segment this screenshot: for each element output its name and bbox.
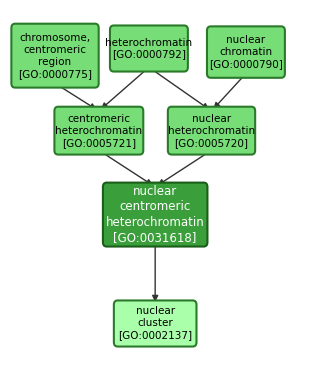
Text: chromosome,
centromeric
region
[GO:0000775]: chromosome, centromeric region [GO:00007… — [18, 33, 92, 78]
Text: nuclear
heterochromatin
[GO:0005720]: nuclear heterochromatin [GO:0005720] — [168, 114, 255, 148]
FancyBboxPatch shape — [110, 25, 188, 71]
FancyBboxPatch shape — [207, 26, 285, 78]
FancyBboxPatch shape — [54, 107, 143, 155]
Text: centromeric
heterochromatin
[GO:0005721]: centromeric heterochromatin [GO:0005721] — [55, 114, 142, 148]
Text: nuclear
chromatin
[GO:0000790]: nuclear chromatin [GO:0000790] — [209, 35, 283, 69]
Text: heterochromatin
[GO:0000792]: heterochromatin [GO:0000792] — [105, 38, 192, 60]
Text: nuclear
centromeric
heterochromatin
[GO:0031618]: nuclear centromeric heterochromatin [GO:… — [106, 185, 204, 244]
FancyBboxPatch shape — [114, 301, 197, 347]
FancyBboxPatch shape — [103, 183, 207, 247]
FancyBboxPatch shape — [11, 24, 99, 88]
FancyBboxPatch shape — [168, 107, 255, 155]
Text: nuclear
cluster
[GO:0002137]: nuclear cluster [GO:0002137] — [118, 307, 192, 340]
